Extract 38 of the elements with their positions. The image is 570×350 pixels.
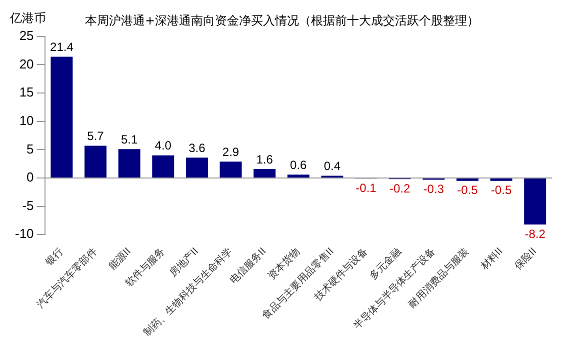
data-label: -0.5 bbox=[490, 183, 512, 198]
bar bbox=[152, 155, 174, 178]
data-label: -0.5 bbox=[457, 183, 478, 198]
bar bbox=[186, 158, 208, 178]
data-label: -8.2 bbox=[524, 226, 546, 241]
data-label: 21.4 bbox=[50, 40, 74, 54]
data-label: 1.6 bbox=[256, 152, 274, 166]
y-tick-label: 25 bbox=[19, 28, 34, 43]
y-tick-label: 20 bbox=[19, 56, 34, 72]
bar bbox=[50, 56, 73, 178]
data-label: 0.6 bbox=[290, 158, 308, 172]
data-label: 5.7 bbox=[87, 129, 104, 144]
y-tick-label: -5 bbox=[22, 198, 34, 213]
x-tick-label: 能源II bbox=[106, 245, 134, 272]
chart-title: 本周沪港通+深港通南向资金净买入情况（根据前十大成交活跃个股整理） bbox=[84, 13, 480, 28]
data-label: 2.9 bbox=[222, 144, 240, 159]
y-axis-title: 亿港币 bbox=[10, 10, 46, 27]
x-tick-label: 材料II bbox=[478, 245, 506, 273]
y-tick-label: 0 bbox=[26, 170, 34, 185]
data-label: -0.3 bbox=[423, 182, 444, 196]
bar bbox=[254, 168, 276, 178]
y-tick-label: -10 bbox=[14, 226, 34, 242]
data-label: -0.1 bbox=[356, 180, 377, 195]
bar bbox=[118, 149, 140, 178]
y-tick-label: 15 bbox=[19, 84, 34, 100]
bar bbox=[524, 178, 546, 224]
data-label: 3.6 bbox=[188, 140, 206, 155]
x-tick-label: 保险II bbox=[512, 245, 540, 272]
bar bbox=[220, 162, 242, 178]
y-tick-label: 10 bbox=[19, 112, 34, 128]
data-label: 0.4 bbox=[324, 159, 341, 174]
bar bbox=[287, 174, 310, 178]
bar bbox=[84, 146, 106, 178]
data-label: 5.1 bbox=[120, 132, 138, 146]
x-tick-label: 银行 bbox=[43, 246, 66, 269]
data-label: -0.2 bbox=[389, 181, 410, 196]
data-label: 4.0 bbox=[154, 138, 172, 153]
y-tick-label: 5 bbox=[26, 141, 34, 156]
